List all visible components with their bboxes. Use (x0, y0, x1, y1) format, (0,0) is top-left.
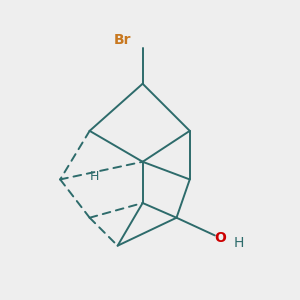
Text: H: H (89, 170, 99, 183)
Text: Br: Br (113, 34, 131, 47)
Text: H: H (234, 236, 244, 250)
Text: O: O (214, 231, 226, 245)
